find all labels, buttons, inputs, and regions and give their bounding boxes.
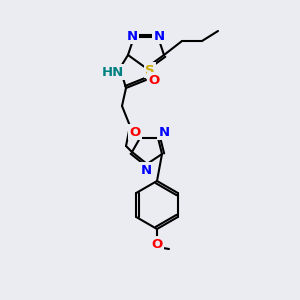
Text: O: O [148,74,160,86]
Text: N: N [126,29,138,43]
Text: O: O [129,125,141,139]
Text: O: O [152,238,163,250]
Text: N: N [153,29,165,43]
Text: N: N [158,125,169,139]
Text: N: N [140,164,152,176]
Text: S: S [145,64,155,76]
Text: HN: HN [102,65,124,79]
